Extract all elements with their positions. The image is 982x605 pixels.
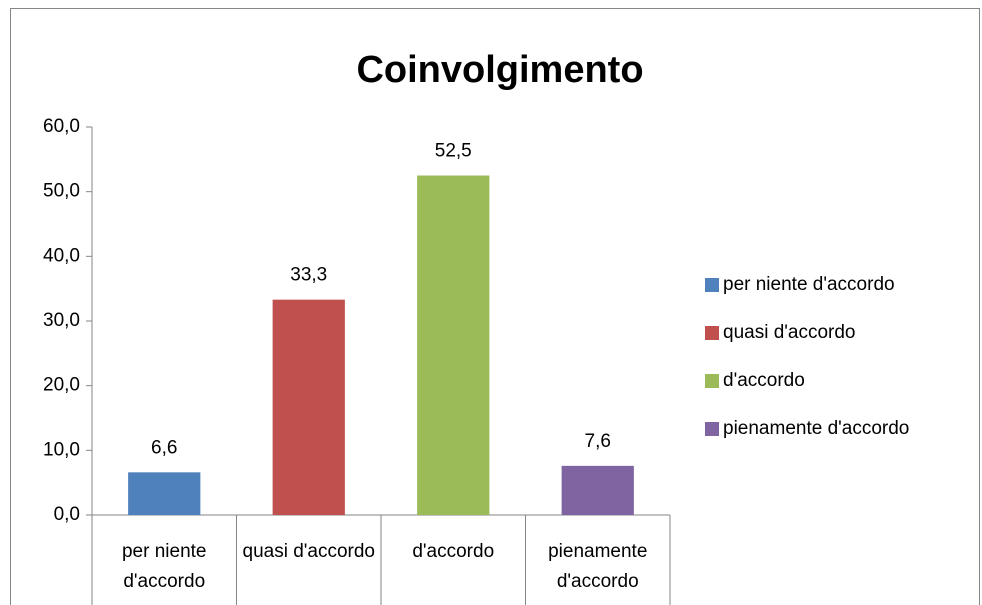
legend-label: per niente d'accordo xyxy=(723,274,895,295)
data-label: 33,3 xyxy=(290,265,327,286)
bar xyxy=(272,299,345,515)
bar xyxy=(417,175,490,515)
y-tick-label: 60,0 xyxy=(43,116,80,137)
legend-swatch xyxy=(705,374,719,388)
y-tick-label: 0,0 xyxy=(54,504,80,525)
y-tick-label: 10,0 xyxy=(43,439,80,460)
x-tick-label: per niente d'accordo xyxy=(121,541,207,592)
chart-frame xyxy=(10,8,980,605)
y-tick-label: 30,0 xyxy=(43,310,80,331)
legend-swatch xyxy=(705,326,719,340)
legend-swatch xyxy=(705,278,719,292)
y-tick-label: 50,0 xyxy=(43,181,80,202)
y-tick-label: 20,0 xyxy=(43,375,80,396)
chart-title: Coinvolgimento xyxy=(356,49,643,91)
bar xyxy=(128,472,201,515)
data-label: 52,5 xyxy=(435,141,472,162)
legend-label: d'accordo xyxy=(723,370,805,391)
bar xyxy=(561,465,634,515)
y-tick-label: 40,0 xyxy=(43,245,80,266)
legend-swatch xyxy=(705,422,719,436)
x-tick-label: pienamente d'accordo xyxy=(548,541,648,592)
legend-label: pienamente d'accordo xyxy=(723,418,909,439)
data-label: 6,6 xyxy=(151,437,177,458)
x-tick-label: quasi d'accordo xyxy=(242,541,376,562)
x-tick-label: d'accordo xyxy=(412,541,495,562)
legend-label: quasi d'accordo xyxy=(723,322,856,343)
data-label: 7,6 xyxy=(585,431,611,452)
